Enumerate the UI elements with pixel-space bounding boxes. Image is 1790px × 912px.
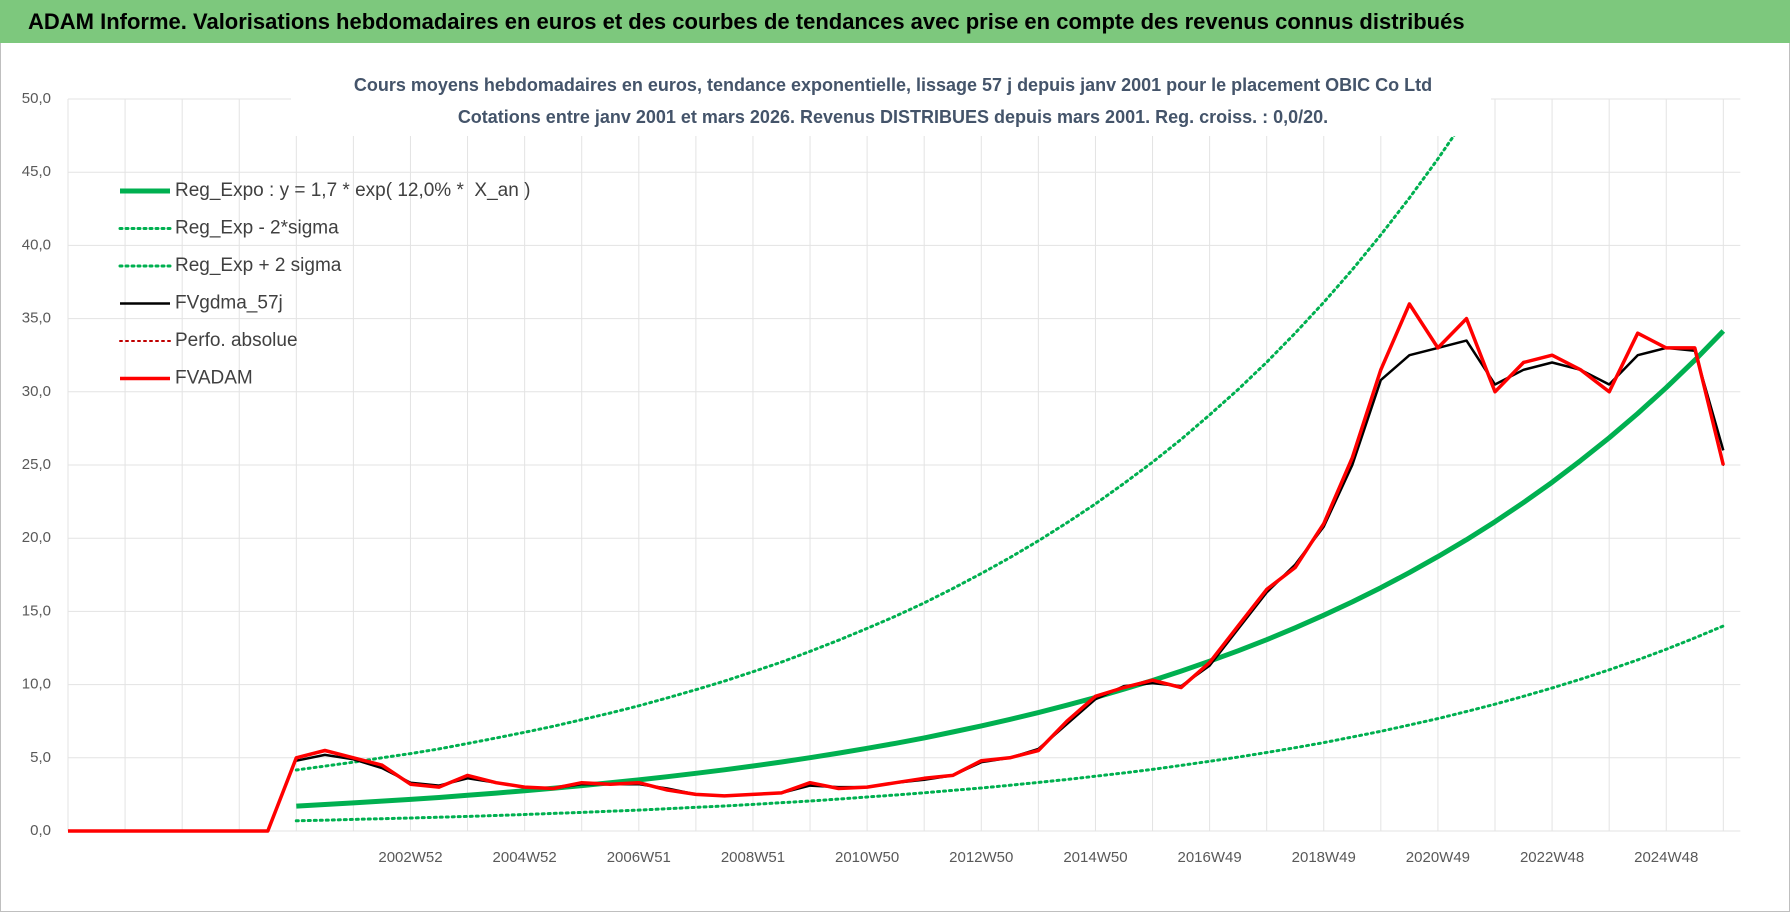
x-tick-label: 2020W49	[1406, 849, 1470, 866]
y-tick-label: 10,0	[22, 676, 51, 693]
y-tick-label: 50,0	[22, 90, 51, 107]
y-tick-label: 0,0	[30, 822, 51, 839]
title-box	[291, 70, 1491, 136]
series-line	[296, 329, 1726, 809]
x-tick-label: 2024W48	[1634, 849, 1698, 866]
legend-label: Perfo. absolue	[175, 330, 298, 351]
y-tick-label: 40,0	[22, 236, 51, 253]
chart-title: Cours moyens hebdomadaires en euros, ten…	[354, 75, 1432, 95]
y-tick-label: 30,0	[22, 383, 51, 400]
series-line	[68, 302, 1726, 833]
x-tick-label: 2012W50	[949, 849, 1013, 866]
x-tick-label: 2010W50	[835, 849, 899, 866]
header-title: ADAM Informe. Valorisations hebdomadaire…	[28, 9, 1465, 34]
y-tick-label: 45,0	[22, 163, 51, 180]
plot	[68, 99, 1726, 833]
header-bar	[0, 0, 1790, 43]
x-tick-label: 2004W52	[493, 849, 557, 866]
series-line	[294, 624, 1725, 823]
x-tick-label: 2018W49	[1292, 849, 1356, 866]
y-tick-label: 35,0	[22, 310, 51, 327]
legend: Reg_Expo : y = 1,7 * exp( 12,0% * X_an )…	[118, 180, 530, 389]
labels: 0,0 5,0 10,0 15,0 20,0 25,0 30,0 35,0 40,0 45,0 50…	[22, 90, 1699, 866]
grid	[67, 98, 1741, 832]
chart-subtitle: Cotations entre janv 2001 et mars 2026. …	[458, 107, 1328, 127]
y-tick-label: 20,0	[22, 529, 51, 546]
y-tick-label: 25,0	[22, 456, 51, 473]
x-tick-label: 2008W51	[721, 849, 785, 866]
legend-label: FVgdma_57j	[175, 293, 283, 314]
x-tick-label: 2002W52	[378, 849, 442, 866]
series-line	[294, 99, 1481, 772]
y-tick-label: 15,0	[22, 602, 51, 619]
legend-label: Reg_Exp + 2 sigma	[175, 255, 342, 276]
x-tick-label: 2022W48	[1520, 849, 1584, 866]
x-tick-label: 2016W49	[1177, 849, 1241, 866]
legend-label: Reg_Exp - 2*sigma	[175, 218, 339, 239]
y-tick-label: 5,0	[30, 749, 51, 766]
x-tick-label: 2014W50	[1063, 849, 1127, 866]
legend-label: Reg_Expo : y = 1,7 * exp( 12,0% * X_an )	[175, 180, 530, 201]
x-tick-label: 2006W51	[607, 849, 671, 866]
legend-label: FVADAM	[175, 368, 253, 389]
